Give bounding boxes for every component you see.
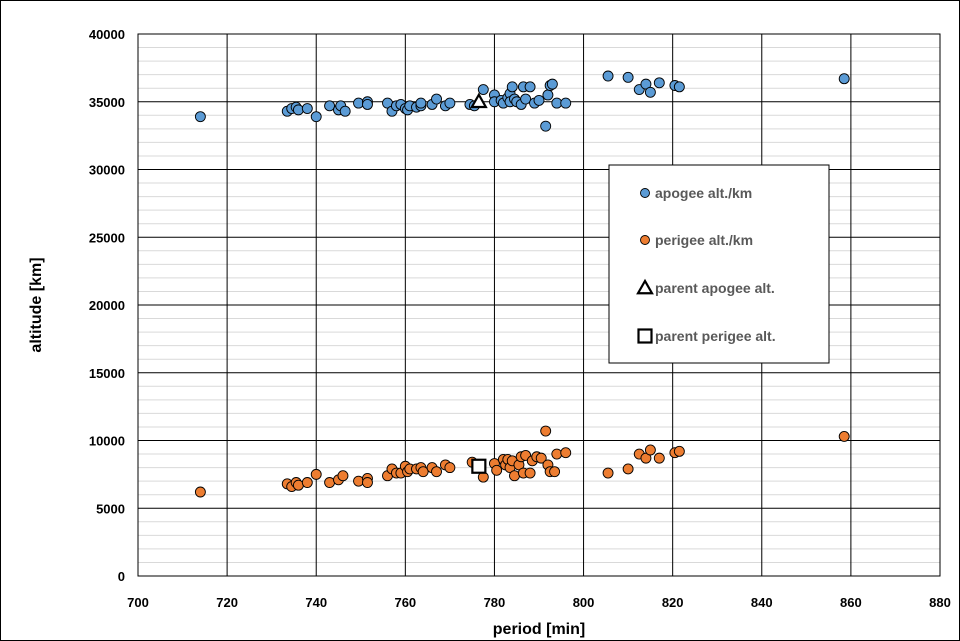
data-point [292, 479, 304, 491]
data-point [491, 464, 503, 476]
data-point [353, 97, 364, 109]
x-tick-label: 880 [929, 595, 951, 610]
series-0 [194, 70, 850, 132]
minor-gridlines [138, 47, 940, 563]
series-1 [194, 425, 850, 498]
data-point [301, 477, 313, 488]
data-point [520, 93, 532, 105]
y-tick-label: 30000 [89, 163, 125, 178]
data-point [602, 467, 614, 479]
x-tick-label: 820 [662, 595, 684, 610]
x-tick-label: 800 [573, 595, 595, 610]
data-point [540, 425, 552, 437]
data-point [324, 100, 336, 112]
data-point [622, 71, 634, 83]
data-point [444, 462, 456, 474]
data-point [431, 466, 442, 478]
data-point [477, 84, 489, 96]
data-point [509, 470, 520, 482]
data-point [653, 452, 665, 464]
data-point [194, 486, 206, 498]
data-point [362, 99, 373, 110]
legend-label: apogee alt./km [655, 185, 752, 201]
data-point [415, 97, 427, 109]
data-point [673, 81, 685, 93]
data-point [644, 444, 656, 456]
data-point [337, 470, 349, 482]
y-tick-label: 25000 [89, 230, 125, 245]
series-layer [194, 70, 850, 498]
legend: apogee alt./km perigee alt./km parent apog… [608, 164, 830, 364]
data-point [560, 97, 572, 109]
data-point [353, 475, 364, 487]
data-point [546, 78, 558, 90]
plot-area-frame [137, 33, 941, 577]
data-point [324, 477, 336, 488]
legend-marker [637, 328, 653, 344]
y-axis-title: altitude [km] [28, 257, 45, 352]
y-axis-tick-labels: 0 5000 10000 15000 20000 25000 30000 35000 40000 [89, 27, 125, 584]
data-point [644, 86, 656, 98]
data-point [194, 111, 206, 123]
data-point [540, 120, 552, 132]
data-point [524, 467, 536, 479]
x-axis-tick-labels: 700 720 740 760 780 800 820 840 860 880 [127, 595, 951, 610]
y-tick-label: 15000 [89, 366, 125, 381]
data-point [444, 97, 456, 109]
x-tick-label: 760 [394, 595, 416, 610]
data-point [310, 468, 322, 480]
data-point [362, 477, 373, 488]
data-point [471, 458, 487, 474]
x-tick-label: 720 [216, 595, 238, 610]
data-point [506, 81, 518, 93]
series-2 [469, 92, 488, 109]
data-point [542, 89, 554, 101]
legend-label: perigee alt./km [655, 232, 753, 248]
x-tick-label: 780 [484, 595, 506, 610]
y-tick-label: 10000 [89, 434, 125, 449]
data-point [653, 77, 665, 89]
y-tick-label: 0 [118, 569, 125, 584]
legend-marker [640, 235, 650, 245]
data-point [838, 73, 850, 85]
x-tick-label: 740 [305, 595, 327, 610]
x-tick-label: 700 [127, 595, 149, 610]
data-point [551, 448, 563, 460]
data-point [535, 452, 547, 464]
data-point [301, 103, 313, 114]
data-point [339, 105, 351, 117]
y-tick-label: 5000 [96, 501, 125, 516]
data-point [549, 466, 561, 478]
legend-label: parent perigee alt. [655, 328, 776, 344]
data-point [469, 92, 488, 109]
data-point [673, 445, 685, 457]
y-tick-label: 35000 [89, 95, 125, 110]
data-point [310, 111, 322, 123]
legend-items: apogee alt./km perigee alt./km parent apog… [636, 185, 776, 344]
data-point [417, 466, 429, 478]
data-point [533, 94, 545, 106]
y-tick-label: 20000 [89, 298, 125, 313]
legend-marker [640, 188, 650, 198]
data-point [524, 81, 536, 93]
data-point [292, 104, 304, 116]
data-point [622, 463, 634, 475]
series-3 [471, 458, 487, 474]
x-tick-label: 840 [751, 595, 773, 610]
legend-label: parent apogee alt. [655, 280, 775, 296]
y-tick-label: 40000 [89, 27, 125, 42]
x-axis-title: period [min] [493, 621, 585, 638]
data-point [431, 93, 442, 105]
data-point [602, 70, 614, 82]
data-point [560, 447, 572, 459]
x-tick-label: 860 [840, 595, 862, 610]
data-point [838, 430, 850, 442]
legend-marker [636, 278, 654, 295]
